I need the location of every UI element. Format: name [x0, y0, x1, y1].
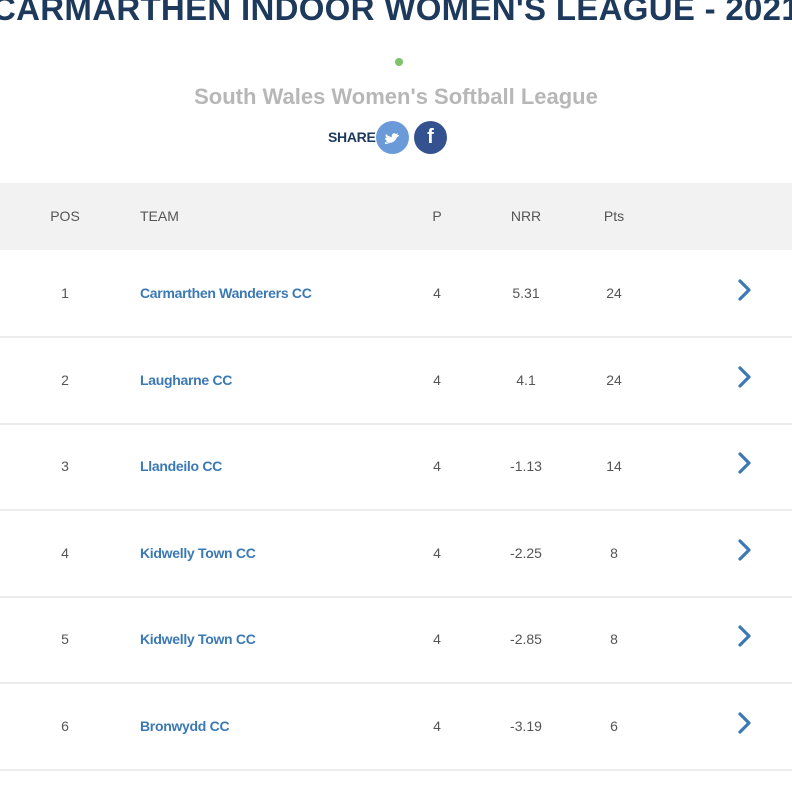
points: 8 — [610, 544, 618, 561]
team-name[interactable]: Bronwydd CC — [140, 717, 230, 734]
net-run-rate: 5.31 — [512, 285, 540, 301]
team-name[interactable]: Kidwelly Town CC — [140, 544, 256, 561]
column-header: TEAM — [140, 208, 179, 224]
net-run-rate: -3.19 — [510, 717, 542, 734]
net-run-rate: 4.1 — [516, 371, 536, 388]
table-row — [0, 423, 792, 511]
points: 24 — [606, 285, 622, 301]
net-run-rate: -1.13 — [510, 458, 542, 474]
position: 5 — [61, 631, 69, 647]
column-header: POS — [50, 208, 80, 224]
position: 3 — [61, 458, 69, 474]
played: 4 — [433, 717, 441, 734]
position: 1 — [61, 285, 69, 301]
status-dot — [395, 58, 403, 66]
row-chevron[interactable] — [736, 711, 754, 735]
facebook-button[interactable]: f — [414, 121, 447, 154]
played: 4 — [433, 631, 441, 647]
position: 6 — [61, 717, 69, 734]
table-row — [0, 250, 792, 338]
table-row — [0, 337, 792, 425]
column-header: P — [432, 208, 442, 224]
played: 4 — [433, 458, 441, 474]
twitter-button[interactable] — [376, 121, 409, 154]
points: 14 — [606, 458, 622, 474]
position: 2 — [61, 371, 69, 388]
row-chevron[interactable] — [736, 624, 754, 648]
table-header — [0, 183, 792, 250]
net-run-rate: -2.25 — [510, 544, 542, 561]
share-label: SHARE — [328, 129, 376, 145]
row-chevron[interactable] — [736, 451, 754, 475]
points: 24 — [606, 371, 622, 388]
played: 4 — [433, 285, 441, 301]
table-row — [0, 510, 792, 598]
played: 4 — [433, 544, 441, 561]
row-chevron[interactable] — [736, 278, 754, 302]
row-chevron[interactable] — [736, 538, 754, 562]
subtitle: South Wales Women's Softball League — [194, 84, 598, 109]
points: 6 — [610, 717, 618, 734]
team-name[interactable]: Carmarthen Wanderers CC — [140, 285, 312, 301]
table-row — [0, 596, 792, 684]
page-title: CARMARTHEN INDOOR WOMEN'S LEAGUE - 2021 — [0, 0, 792, 27]
team-name[interactable]: Kidwelly Town CC — [140, 631, 256, 647]
twitter-icon — [385, 133, 399, 144]
table-row — [0, 683, 792, 771]
team-name[interactable]: Llandeilo CC — [140, 458, 222, 474]
row-chevron[interactable] — [736, 365, 754, 389]
played: 4 — [433, 371, 441, 388]
position: 4 — [61, 544, 69, 561]
net-run-rate: -2.85 — [510, 631, 542, 647]
points: 8 — [610, 631, 618, 647]
column-header: NRR — [510, 208, 542, 224]
team-name[interactable]: Laugharne CC — [140, 371, 233, 388]
column-header: Pts — [603, 208, 625, 224]
